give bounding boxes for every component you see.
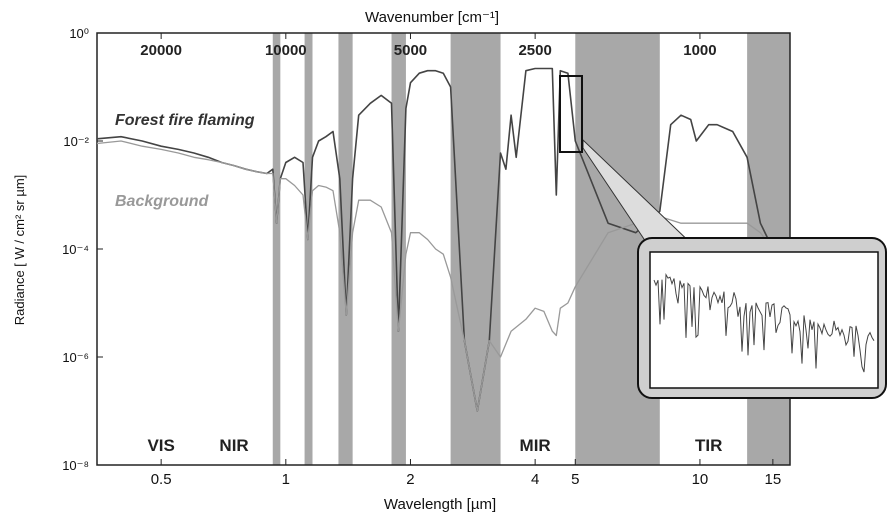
y-tick-label-4: 10⁻⁸ — [62, 458, 89, 473]
inset-plot — [649, 251, 879, 389]
x-axis-ticks: 0.5 1 2 4 5 10 15 — [151, 459, 781, 488]
zoom-box — [559, 75, 583, 153]
x-tick-label-0: 0.5 — [151, 471, 172, 488]
absorption-band-2 — [338, 33, 353, 465]
spectral-region-labels: VIS NIR MIR TIR — [147, 436, 722, 455]
top-tick-label-0: 20000 — [140, 42, 182, 59]
x-tick-label-6: 15 — [765, 471, 782, 488]
series-labels: Forest fire flaming Background — [115, 112, 255, 210]
absorption-band-3 — [391, 33, 406, 465]
y-axis-ticks: 10⁰ 10⁻² 10⁻⁴ 10⁻⁶ 10⁻⁸ — [62, 26, 103, 473]
x-tick-label-3: 4 — [531, 471, 539, 488]
inset-spectrum-line — [653, 272, 875, 373]
y-tick-label-0: 10⁰ — [69, 26, 89, 41]
absorption-band-1 — [304, 33, 313, 465]
series-label-fire: Forest fire flaming — [115, 112, 255, 129]
region-label-mir: MIR — [520, 436, 551, 455]
y-tick-label-3: 10⁻⁶ — [62, 350, 89, 365]
y-axis-label: Radiance [ W / cm² sr µm] — [12, 175, 27, 326]
top-tick-label-2: 5000 — [394, 42, 427, 59]
top-axis-label: Wavenumber [cm⁻¹] — [365, 9, 499, 26]
series-lines — [96, 67, 786, 412]
absorption-band-0 — [272, 33, 281, 465]
x-tick-label-4: 5 — [571, 471, 579, 488]
y-tick-label-2: 10⁻⁴ — [62, 242, 89, 257]
y-tick-label-1: 10⁻² — [63, 134, 89, 149]
top-tick-label-3: 2500 — [518, 42, 551, 59]
region-label-tir: TIR — [695, 436, 722, 455]
x-tick-label-5: 10 — [692, 471, 709, 488]
x-tick-label-1: 1 — [282, 471, 290, 488]
top-axis-ticks: 20000 10000 5000 2500 1000 — [140, 33, 717, 59]
x-axis-label: Wavelength [µm] — [384, 496, 496, 513]
series-label-background: Background — [115, 193, 210, 210]
x-tick-label-2: 2 — [406, 471, 414, 488]
region-label-vis: VIS — [147, 436, 174, 455]
region-label-nir: NIR — [219, 436, 248, 455]
series-line-background — [96, 140, 786, 412]
inset-zoom — [559, 75, 887, 399]
top-tick-label-1: 10000 — [265, 42, 307, 59]
top-tick-label-4: 1000 — [683, 42, 716, 59]
